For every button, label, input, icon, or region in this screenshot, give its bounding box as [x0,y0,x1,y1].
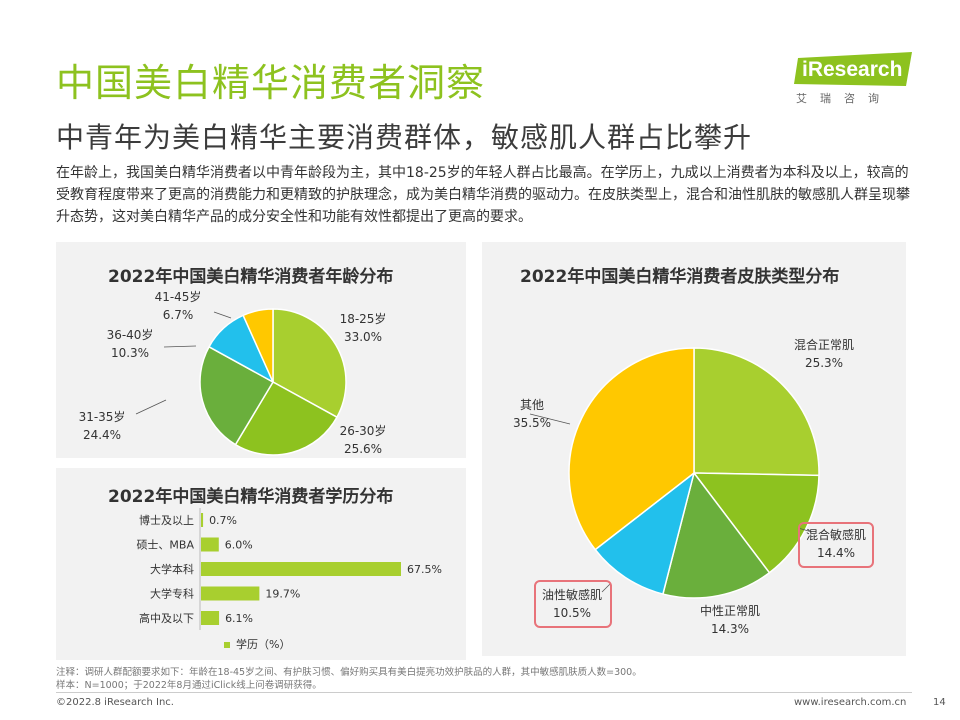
age-label-26-30-name: 26-30岁 [339,424,387,438]
education-category-label: 大学专科 [150,587,194,601]
education-bar [201,586,260,601]
education-value-label: 6.0% [225,539,253,552]
website-url: www.iresearch.com.cn [794,697,907,708]
skin-label-other-value: 35.5% [512,416,552,430]
education-value-label: 6.1% [225,612,253,625]
skin-pie-slice-2 [662,471,771,599]
age-pie-slice-0 [272,308,347,419]
education-bar [201,562,401,576]
skin-pie-slice-4 [568,347,695,551]
skin-label-oily-sensitive-value: 10.5% [552,606,592,620]
age-pie-leader-line-1 [163,345,197,348]
education-category-label: 硕士、MBA [136,539,194,552]
age-label-31-35-value: 24.4% [82,428,122,442]
skin-label-mixed-sensitive-value: 14.4% [816,546,856,560]
iresearch-logo: iResearch 艾瑞咨询 [794,52,912,108]
education-value-label: 0.7% [209,514,237,527]
skin-label-mixed-sensitive: 混合敏感肌 14.4% [798,526,874,562]
age-label-41-45-value: 6.7% [162,308,194,322]
skin-label-mixed-normal: 混合正常肌 25.3% [786,336,862,372]
education-legend-swatch [224,642,230,648]
skin-pie-chart [529,347,820,599]
skin-label-mixed-normal-value: 25.3% [804,356,844,370]
age-pie-chart [135,308,347,456]
education-legend-label: 学历（%） [236,637,290,651]
skin-pie-slice-0 [693,347,820,477]
skin-label-other: 其他 35.5% [502,396,562,432]
skin-label-mixed-normal-name: 混合正常肌 [793,338,854,352]
skin-label-neutral-normal: 中性正常肌 14.3% [692,602,768,638]
skin-chart-title: 2022年中国美白精华消费者皮肤类型分布 [520,267,840,287]
page-title: 中国美白精华消费者洞察 [56,61,486,105]
age-chart-title: 2022年中国美白精华消费者年龄分布 [108,267,394,287]
highlight-mixed-sensitive [798,522,874,568]
footnote-quota: 注释：调研人群配额要求如下：年龄在18-45岁之间、有护肤习惯、偏好购买具有美白… [56,667,642,678]
page-subtitle: 中青年为美白精华主要消费群体，敏感肌人群占比攀升 [56,121,753,154]
skin-label-oily-sensitive: 油性敏感肌 10.5% [534,586,610,622]
age-label-26-30-value: 25.6% [343,442,383,456]
copyright-text: ©2022.8 iResearch Inc. [56,697,174,708]
age-pie-leader-line-2 [213,311,232,319]
age-pie-slice-1 [234,380,338,456]
age-label-18-25-value: 33.0% [343,330,383,344]
education-value-label: 19.7% [265,588,300,601]
footer-divider [56,692,912,693]
education-chart-title: 2022年中国美白精华消费者学历分布 [108,487,394,507]
logo-badge-shape [794,52,912,86]
education-bar [201,537,219,552]
education-category-label: 高中及以下 [139,611,194,625]
skin-pie-leader-line-2 [797,527,813,533]
footnote-sample: 样本：N=1000；于2022年8月通过iClick线上问卷调研获得。 [56,680,322,691]
age-label-18-25-name: 18-25岁 [339,312,387,326]
education-value-label: 67.5% [407,563,442,576]
age-label-36-40-value: 10.3% [110,346,150,360]
age-pie-leader-line-0 [135,399,167,415]
skin-label-oily-sensitive-name: 油性敏感肌 [541,588,602,602]
skin-pie-leader-line-0 [529,413,571,425]
skin-label-mixed-sensitive-name: 混合敏感肌 [805,528,866,542]
highlight-oily-sensitive [534,580,612,628]
education-bar [201,611,220,625]
age-label-41-45: 41-45岁 6.7% [148,288,208,324]
logo-text: iResearch [802,58,903,81]
age-label-36-40-name: 36-40岁 [106,328,154,342]
skin-label-other-name: 其他 [519,398,544,412]
logo-subtext: 艾瑞咨询 [796,92,892,105]
education-bar-chart: 博士及以上 0.7% 硕士、MBA 6.0% 大学本科 67.5% 大学专科 19.7% 高中及… [136,508,442,651]
age-label-41-45-name: 41-45岁 [154,290,202,304]
intro-paragraph: 在年龄上，我国美白精华消费者以中青年龄段为主，其中18-25岁的年轻人群占比最高… [56,165,910,225]
age-pie-slice-2 [199,345,275,446]
age-pie-slice-4 [242,308,274,383]
skin-label-neutral-normal-name: 中性正常肌 [699,604,760,618]
age-label-36-40: 36-40岁 10.3% [100,326,160,362]
education-category-label: 大学本科 [150,562,194,576]
education-category-label: 博士及以上 [139,514,194,527]
age-label-31-35: 31-35岁 24.4% [72,408,132,444]
education-bar [201,513,204,527]
skin-pie-slice-3 [594,471,696,595]
age-label-31-35-name: 31-35岁 [78,410,126,424]
age-label-26-30: 26-30岁 25.6% [333,422,393,458]
age-label-18-25: 18-25岁 33.0% [333,310,393,346]
page-number: 14 [933,697,946,708]
skin-label-neutral-normal-value: 14.3% [710,622,750,636]
